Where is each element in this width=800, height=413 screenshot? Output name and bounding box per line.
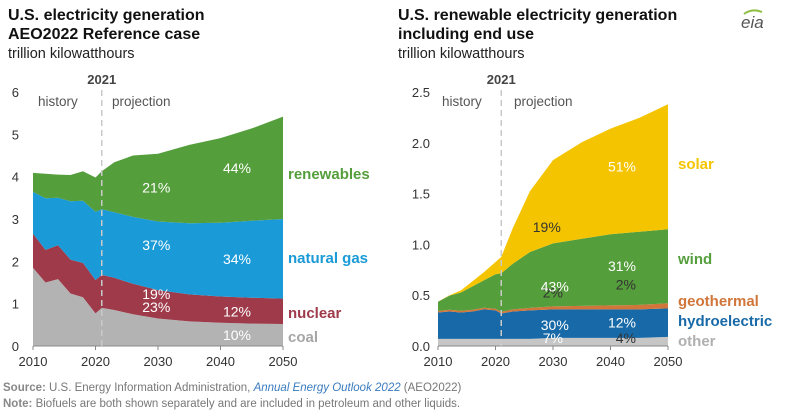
left-chart-title-line-1: U.S. electricity generation	[8, 7, 205, 24]
share-label-natural-gas: 34%	[223, 251, 251, 267]
share-label-wind: 43%	[541, 279, 569, 295]
left-chart-unit: trillion kilowatthours	[8, 46, 135, 62]
x-tick-label: 2050	[269, 354, 298, 369]
share-label-geothermal: 2%	[616, 276, 636, 292]
y-tick-label: 0	[12, 339, 19, 354]
series-label-geothermal: geothermal	[678, 293, 759, 310]
y-tick-label: 2.5	[412, 85, 430, 100]
divider-year-label: 2021	[487, 72, 516, 87]
area-geothermal	[438, 303, 668, 314]
share-label-coal: 23%	[142, 299, 170, 315]
history-label: history	[38, 94, 78, 109]
series-label-renewables: renewables	[288, 166, 370, 183]
right-chart-title-line-2: including end use	[398, 26, 534, 43]
share-label-renewables: 21%	[142, 179, 170, 195]
right-chart-title-line-1: U.S. renewable electricity generation	[398, 7, 677, 24]
x-tick-label: 2020	[481, 354, 510, 369]
right-chart: 0.0 0.5 1.0 1.5 2.0 2.5 2010 2020 2030 2040 2050 20…	[412, 72, 772, 369]
share-label-other: 4%	[616, 330, 636, 346]
eia-logo-swoosh-icon	[743, 9, 763, 15]
projection-label: projection	[514, 94, 573, 109]
share-label-solar: 19%	[533, 219, 561, 235]
y-tick-label: 1	[12, 297, 19, 312]
area-solar	[438, 104, 668, 302]
y-tick-label: 2.0	[412, 136, 430, 151]
series-label-hydroelectric: hydroelectric	[678, 313, 772, 330]
history-label: history	[442, 94, 482, 109]
area-coal	[33, 267, 283, 346]
y-tick-label: 3	[12, 212, 19, 227]
x-tick-label: 2040	[206, 354, 235, 369]
footer-source-text: U.S. Energy Information Administration,	[46, 382, 254, 394]
y-tick-label: 2	[12, 254, 19, 269]
y-tick-label: 0.5	[412, 288, 430, 303]
x-tick-label: 2010	[19, 354, 48, 369]
area-other	[438, 336, 668, 346]
share-label-nuclear: 12%	[223, 303, 251, 319]
x-tick-label: 2030	[144, 354, 173, 369]
area-natural-gas	[33, 191, 283, 299]
share-label-hydroelectric: 12%	[608, 315, 636, 331]
footer-source: Source: U.S. Energy Information Administ…	[3, 382, 462, 394]
area-wind	[438, 229, 668, 312]
footer-note: Note: Biofuels are both shown separately…	[3, 398, 460, 410]
y-tick-label: 6	[12, 85, 19, 100]
share-label-geothermal: 2%	[543, 284, 563, 300]
x-tick-label: 2040	[596, 354, 625, 369]
footer-source-publication: Annual Energy Outlook 2022	[253, 382, 402, 394]
share-label-solar: 51%	[608, 159, 636, 175]
area-nuclear	[33, 233, 283, 324]
series-label-solar: solar	[678, 156, 714, 173]
y-tick-label: 4	[12, 170, 19, 185]
left-chart-title-line-2: AEO2022 Reference case	[8, 26, 200, 43]
x-tick-label: 2050	[654, 354, 683, 369]
footer-source-label: Source:	[3, 382, 46, 394]
y-tick-label: 0.0	[412, 339, 430, 354]
eia-logo: eia	[741, 13, 764, 32]
y-tick-label: 1.5	[412, 187, 430, 202]
share-label-wind: 31%	[608, 258, 636, 274]
footer-source-tail: (AEO2022)	[401, 382, 462, 394]
x-tick-label: 2010	[424, 354, 453, 369]
series-label-natural-gas: natural gas	[288, 250, 368, 267]
series-label-other: other	[678, 333, 716, 350]
y-tick-label: 1.0	[412, 237, 430, 252]
share-label-natural-gas: 37%	[142, 237, 170, 253]
footer-note-label: Note:	[3, 398, 32, 410]
series-label-nuclear: nuclear	[288, 305, 342, 322]
share-label-other: 7%	[543, 330, 563, 346]
footer-note-text: Biofuels are both shown separately and a…	[32, 398, 460, 410]
x-tick-label: 2020	[81, 354, 110, 369]
projection-label: projection	[112, 94, 171, 109]
share-label-nuclear: 19%	[142, 286, 170, 302]
divider-year-label: 2021	[87, 72, 116, 87]
area-hydroelectric	[438, 308, 668, 339]
series-label-wind: wind	[677, 251, 712, 268]
right-chart-unit: trillion kilowatthours	[398, 46, 525, 62]
left-chart: 0 1 2 3 4 5 6 2010 2020 2030 2040 2050 2021 history pr…	[12, 72, 370, 369]
share-label-renewables: 44%	[223, 160, 251, 176]
share-label-hydroelectric: 30%	[541, 317, 569, 333]
series-label-coal: coal	[288, 329, 318, 346]
area-renewables	[33, 116, 283, 224]
x-tick-label: 2030	[539, 354, 568, 369]
share-label-coal: 10%	[223, 327, 251, 343]
y-tick-label: 5	[12, 127, 19, 142]
